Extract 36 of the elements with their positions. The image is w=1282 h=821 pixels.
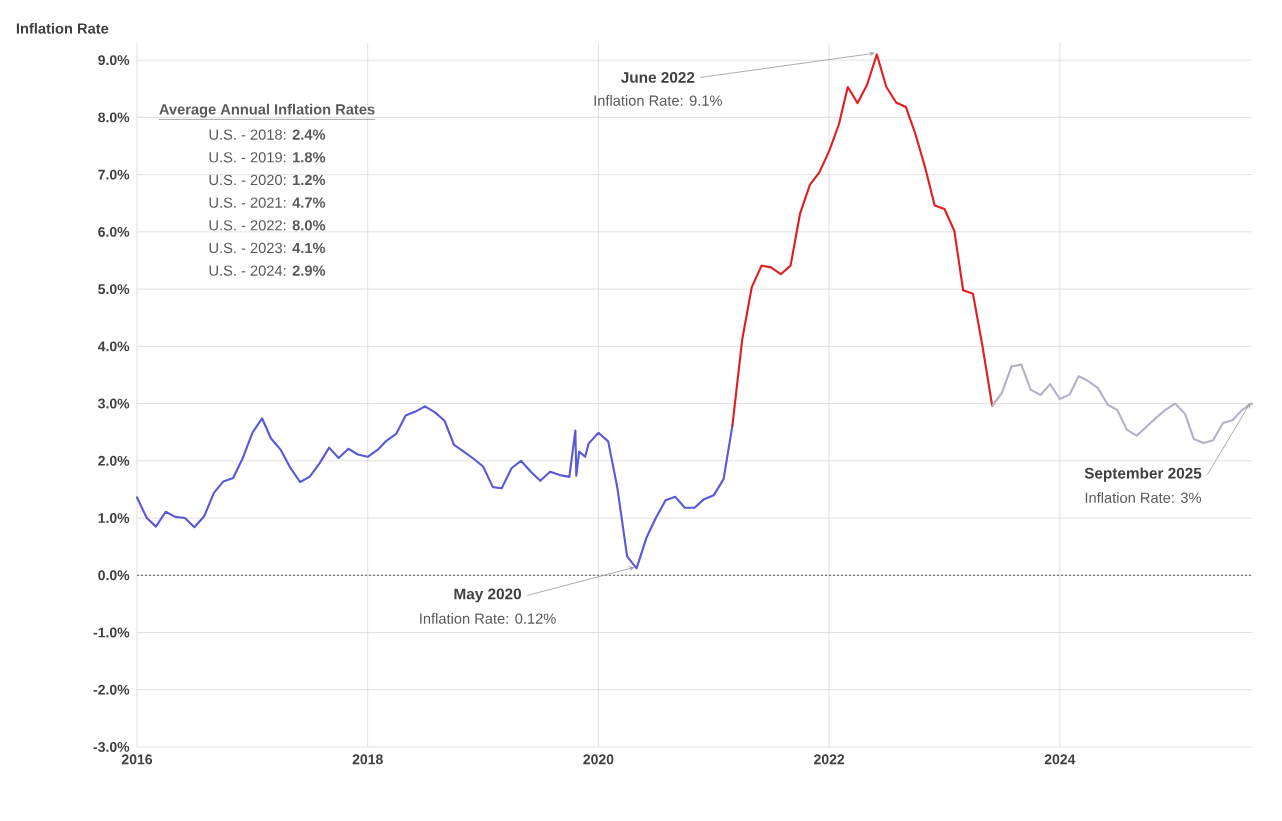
y-tick-label: 1.0% [98,513,130,523]
y-axis-title: Inflation Rate [16,22,109,34]
annotation: U.S. - 2023: 4.1% [209,242,326,254]
y-tick-label: 5.0% [98,284,130,295]
y-tick-label: 0.0% [98,570,130,581]
annotation: May 2020 [454,588,522,603]
annotation: September 2025 [1084,467,1202,482]
annotation: Inflation Rate: 9.1% [594,95,722,106]
y-tick-label: -2.0% [93,684,130,695]
y-tick-label: 4.0% [97,341,130,352]
annotation: Average Annual Inflation Rates [159,103,375,118]
annotation: June 2022 [621,72,695,83]
y-tick-label: -1.0% [93,627,130,638]
annotation: U.S. - 2019: 1.8% [209,152,326,163]
line-series [991,363,1254,445]
x-tick-label: 2022 [814,754,845,765]
y-tick-label: 6.0% [98,226,130,237]
annotation: U.S. - 2020: 1.2% [209,174,326,186]
line-series [135,405,734,570]
annotation: Inflation Rate: 3% [1085,492,1202,503]
annotation: U.S. - 2018: 2.4% [209,129,326,140]
annotation: U.S. - 2021: 4.7% [209,197,326,208]
y-tick-label: 7.0% [98,169,130,180]
x-tick-label: 2018 [352,754,383,765]
y-tick-label: 3.0% [98,398,130,409]
annotation: U.S. - 2024: 2.9% [209,265,326,276]
x-tick-label: 2016 [121,754,153,765]
line-series [731,53,994,427]
y-tick-label: 8.0% [98,112,130,123]
x-tick-label: 2024 [1044,754,1076,765]
annotation: U.S. - 2022: 8.0% [209,220,326,231]
annotation: Inflation Rate: 0.12% [420,613,556,624]
y-tick-label: -3.0% [93,742,130,752]
y-tick-label: 2.0% [98,455,130,466]
x-tick-label: 2020 [583,754,614,765]
y-tick-label: 9.0% [98,55,130,66]
